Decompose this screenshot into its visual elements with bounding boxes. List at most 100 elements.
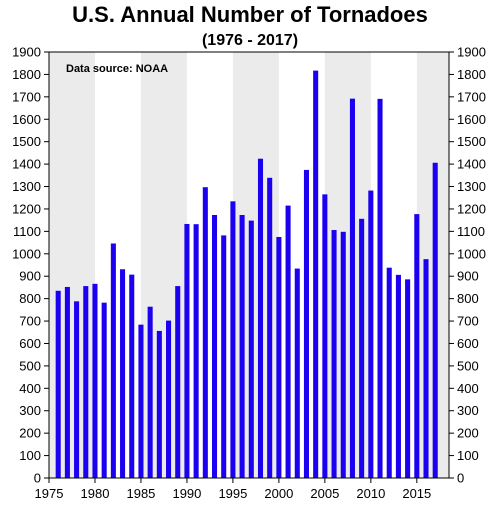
bar-2012 — [386, 267, 392, 478]
bar-2010 — [368, 190, 374, 478]
y-tick-label-right: 100 — [457, 448, 479, 463]
y-tick-label-right: 1700 — [457, 89, 486, 104]
bar-2000 — [276, 236, 282, 478]
plot-frame — [48, 51, 450, 479]
x-tick-label: 2005 — [310, 486, 339, 501]
bar-1993 — [211, 215, 218, 479]
y-tick-label-right: 1500 — [457, 134, 486, 149]
y-tick-label-left: 1900 — [12, 45, 41, 60]
x-tick-label: 1990 — [172, 486, 201, 501]
bar-1988 — [166, 320, 172, 478]
y-tick-label-left: 1100 — [13, 224, 41, 239]
x-tick-label: 2000 — [264, 486, 293, 501]
bar-1980 — [92, 283, 98, 478]
y-tick-label-right: 500 — [457, 358, 479, 373]
x-tick-label: 1975 — [35, 486, 64, 501]
bar-1991 — [193, 224, 199, 478]
y-tick-label-left: 400 — [19, 381, 41, 396]
chart-title: U.S. Annual Number of Tornadoes — [72, 2, 428, 27]
bar-1987 — [156, 330, 162, 478]
y-tick-label-left: 1700 — [12, 89, 41, 104]
y-axis-left: 0 100 200 300 400 500 600 700 800 900 1000 1100 1200… — [12, 45, 49, 486]
y-tick-label-right: 1100 — [457, 224, 485, 239]
bar-2002 — [294, 268, 300, 478]
bar-2003 — [303, 169, 309, 478]
x-tick-label: 2015 — [402, 486, 431, 501]
y-tick-label-right: 700 — [457, 314, 479, 329]
y-tick-label-left: 200 — [19, 426, 41, 441]
bar-1986 — [147, 306, 153, 478]
bar-1997 — [248, 220, 254, 478]
bar-1983 — [120, 269, 126, 478]
bar-1992 — [202, 187, 208, 478]
bar-1994 — [221, 235, 227, 478]
bar-1978 — [74, 301, 80, 478]
bar-1976 — [55, 290, 61, 478]
y-tick-label-right: 1800 — [457, 67, 486, 82]
bar-2005 — [322, 194, 328, 478]
y-tick-label-left: 0 — [34, 471, 41, 486]
x-axis: 1975 1980 1985 1990 1995 2000 2005 2010 2015 — [35, 478, 431, 501]
y-tick-label-right: 1000 — [457, 246, 486, 261]
y-tick-label-right: 0 — [457, 471, 464, 486]
y-tick-label-left: 1300 — [12, 179, 41, 194]
bar-1979 — [83, 286, 89, 478]
y-tick-label-left: 1600 — [12, 112, 41, 127]
bar-2001 — [285, 205, 291, 478]
y-tick-label-right: 1200 — [457, 201, 486, 216]
bar-1977 — [64, 286, 70, 478]
x-tick-label: 1985 — [126, 486, 155, 501]
y-tick-label-left: 1500 — [12, 134, 41, 149]
y-tick-label-right: 300 — [457, 403, 479, 418]
bar-1995 — [230, 201, 236, 478]
x-tick-label: 1995 — [218, 486, 247, 501]
chart-subtitle: (1976 - 2017) — [201, 32, 299, 49]
bar-2015 — [414, 214, 420, 478]
bar-2014 — [405, 279, 411, 478]
bar-2006 — [331, 230, 337, 478]
bar-1984 — [129, 274, 135, 478]
y-axis-right: 0 100 200 300 400 500 600 700 800 900 1000 1100 1200… — [449, 45, 486, 486]
y-tick-label-right: 1400 — [457, 157, 486, 172]
bar-2009 — [359, 218, 365, 479]
y-tick-label-left: 1800 — [12, 67, 41, 82]
bar-series — [55, 70, 438, 479]
bar-2011 — [377, 98, 383, 479]
plot-border — [48, 51, 450, 479]
y-tick-label-left: 600 — [19, 336, 41, 351]
y-tick-label-right: 1300 — [457, 179, 486, 194]
bar-1989 — [175, 286, 181, 478]
y-tick-label-right: 1600 — [457, 112, 486, 127]
bar-1990 — [184, 223, 190, 478]
bar-1999 — [267, 177, 273, 478]
y-tick-label-left: 1000 — [12, 246, 41, 261]
data-source-note: Data source: NOAA — [66, 63, 168, 75]
y-tick-label-left: 900 — [19, 269, 41, 284]
bar-1982 — [110, 243, 116, 478]
y-tick-label-left: 800 — [19, 291, 41, 306]
bar-2016 — [423, 259, 429, 478]
bar-2013 — [395, 274, 401, 478]
bar-1996 — [239, 215, 245, 479]
bar-2007 — [340, 231, 346, 478]
y-tick-label-left: 300 — [19, 403, 41, 418]
y-tick-label-right: 400 — [457, 381, 479, 396]
y-tick-label-right: 800 — [457, 291, 479, 306]
x-tick-label: 1980 — [81, 486, 110, 501]
bar-1985 — [138, 324, 144, 478]
bar-1998 — [257, 158, 264, 478]
bar-1981 — [101, 302, 107, 478]
y-tick-label-left: 700 — [19, 314, 41, 329]
y-tick-label-right: 200 — [457, 426, 479, 441]
y-tick-label-right: 600 — [457, 336, 479, 351]
bar-2004 — [313, 70, 319, 479]
y-tick-label-left: 1200 — [12, 201, 41, 216]
bar-2008 — [349, 98, 355, 478]
y-tick-label-right: 1900 — [457, 45, 486, 60]
bar-2017 — [432, 162, 438, 478]
y-tick-label-left: 1400 — [12, 157, 41, 172]
y-tick-label-right: 900 — [457, 269, 479, 284]
y-tick-label-left: 100 — [19, 448, 41, 463]
y-tick-label-left: 500 — [19, 358, 41, 373]
